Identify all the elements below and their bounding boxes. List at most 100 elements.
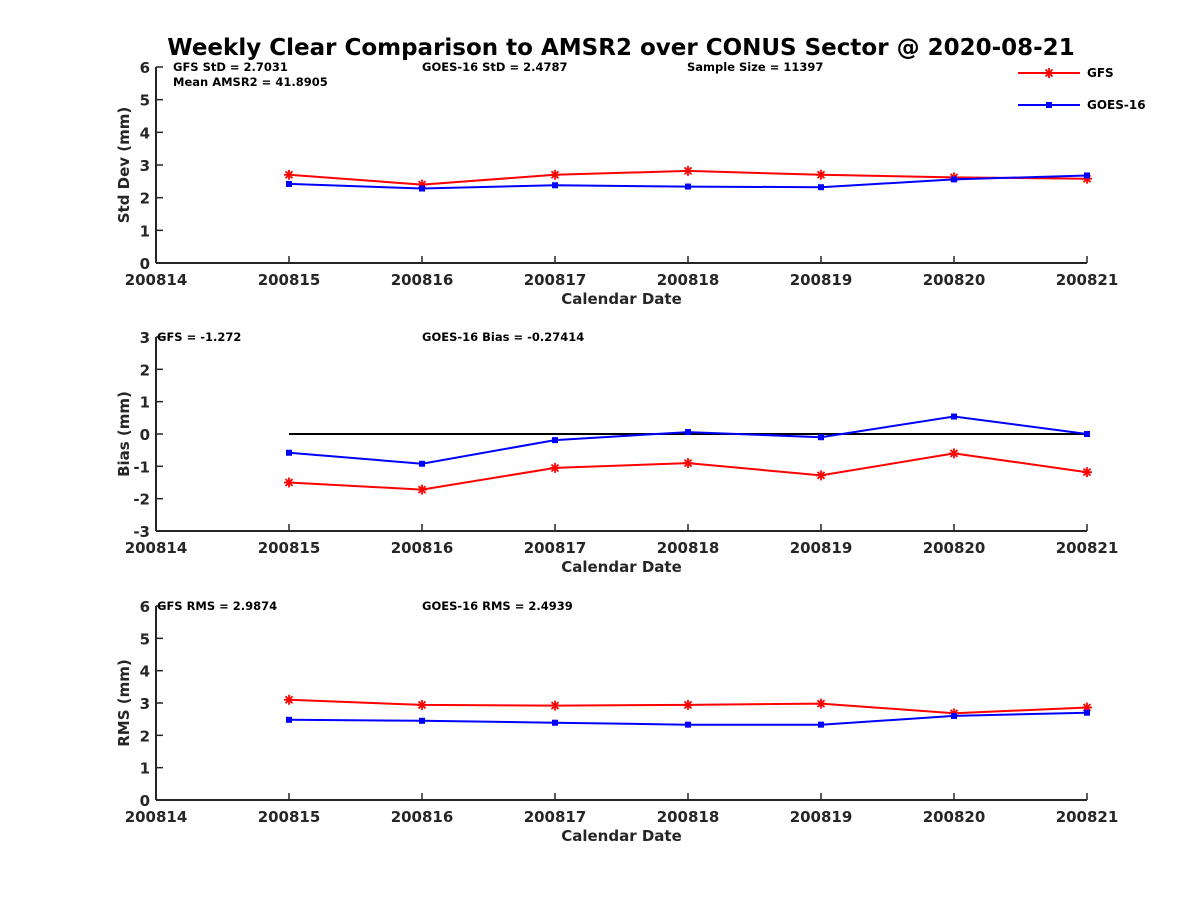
x-axis-label: Calendar Date (561, 827, 682, 845)
subplot-3: 0 1 2 3 4 5 6 200814 200815 200816 200817 200818 200… (115, 598, 1118, 845)
y-tick-label: 0 (140, 792, 150, 810)
x-tick-label: 200819 (790, 271, 853, 289)
data-point-goes-16 (818, 184, 824, 191)
data-point-gfs (284, 694, 294, 705)
data-point-goes-16 (685, 429, 691, 436)
y-tick-label: 2 (140, 190, 150, 208)
series-goes-16 (286, 413, 1090, 467)
x-tick-label: 200815 (258, 539, 321, 557)
data-point-goes-16 (1084, 709, 1090, 716)
data-point-goes-16 (951, 413, 957, 420)
stat-annotation: GFS RMS = 2.9874 (157, 599, 277, 613)
data-point-goes-16 (286, 180, 292, 187)
y-tick-label: 5 (140, 92, 150, 110)
y-tick-label: 6 (140, 59, 150, 77)
y-tick-label: 1 (140, 760, 150, 778)
chart-title: Weekly Clear Comparison to AMSR2 over CO… (167, 35, 1074, 61)
y-tick-label: 0 (140, 255, 150, 273)
y-axis-label: RMS (mm) (115, 659, 133, 746)
data-point-gfs (550, 169, 560, 180)
data-point-goes-16 (818, 434, 824, 441)
data-point-gfs (417, 484, 427, 495)
data-point-gfs (816, 470, 826, 481)
stat-annotation: Mean AMSR2 = 41.8905 (173, 75, 328, 89)
data-point-goes-16 (419, 185, 425, 192)
data-point-goes-16 (1084, 172, 1090, 179)
data-point-goes-16 (685, 183, 691, 190)
x-tick-label: 200820 (923, 808, 986, 826)
stat-annotation: GFS = -1.272 (157, 330, 241, 344)
y-tick-label: 6 (140, 598, 150, 616)
x-tick-label: 200814 (125, 539, 188, 557)
legend: GFS GOES-16 (1018, 66, 1146, 112)
x-tick-label: 200819 (790, 808, 853, 826)
y-tick-label: 4 (140, 124, 150, 142)
stat-annotation: Sample Size = 11397 (687, 60, 823, 74)
data-point-gfs (683, 165, 693, 176)
x-tick-label: 200821 (1056, 539, 1119, 557)
y-tick-label: 2 (140, 727, 150, 745)
data-point-goes-16 (818, 721, 824, 728)
series-goes-16 (286, 709, 1090, 728)
x-tick-label: 200820 (923, 271, 986, 289)
data-point-goes-16 (951, 176, 957, 183)
data-point-gfs (1082, 467, 1092, 478)
x-tick-label: 200815 (258, 271, 321, 289)
y-tick-label: 5 (140, 630, 150, 648)
data-point-gfs (550, 462, 560, 473)
legend-entry-gfs: GFS (1018, 66, 1114, 80)
legend-label: GOES-16 (1087, 98, 1146, 112)
y-tick-label: 3 (140, 329, 150, 347)
data-point-gfs (284, 169, 294, 180)
x-tick-label: 200816 (391, 539, 454, 557)
legend-label: GFS (1087, 66, 1114, 80)
y-tick-label: 4 (140, 663, 150, 681)
data-point-gfs (816, 698, 826, 709)
series-goes-16 (286, 172, 1090, 192)
x-tick-label: 200819 (790, 539, 853, 557)
x-axis-label: Calendar Date (561, 290, 682, 308)
stat-annotation: GFS StD = 2.7031 (173, 60, 288, 74)
data-point-goes-16 (419, 717, 425, 724)
y-tick-label: 1 (140, 222, 150, 240)
data-point-gfs (550, 700, 560, 711)
data-point-goes-16 (286, 449, 292, 456)
subplot-1: 0 1 2 3 4 5 6 200814 200815 200816 200817 200818 200… (115, 59, 1118, 308)
data-point-goes-16 (552, 182, 558, 189)
x-tick-label: 200817 (524, 271, 587, 289)
y-tick-label: 3 (140, 695, 150, 713)
x-axis-label: Calendar Date (561, 558, 682, 576)
data-point-goes-16 (1084, 431, 1090, 437)
x-tick-label: 200818 (657, 271, 720, 289)
data-point-gfs (683, 458, 693, 469)
x-tick-label: 200821 (1056, 808, 1119, 826)
legend-entry-goes-16: GOES-16 (1018, 98, 1146, 112)
x-tick-label: 200820 (923, 539, 986, 557)
stat-annotation: GOES-16 RMS = 2.4939 (422, 599, 573, 613)
y-tick-label: 0 (140, 426, 150, 444)
series-line-goes-16 (288, 415, 1088, 465)
x-tick-label: 200814 (125, 808, 188, 826)
y-axis-label: Std Dev (mm) (115, 107, 133, 224)
data-point-gfs (683, 699, 693, 710)
series-gfs (284, 448, 1092, 495)
x-tick-label: 200816 (391, 271, 454, 289)
stat-annotation: GOES-16 StD = 2.4787 (422, 60, 567, 74)
y-tick-label: -1 (133, 458, 150, 476)
y-tick-label: 1 (140, 394, 150, 412)
data-point-goes-16 (552, 719, 558, 726)
x-tick-label: 200816 (391, 808, 454, 826)
x-tick-label: 200815 (258, 808, 321, 826)
y-tick-label: -2 (133, 491, 150, 509)
x-tick-label: 200814 (125, 271, 188, 289)
x-tick-label: 200821 (1056, 271, 1119, 289)
y-tick-label: -3 (133, 523, 150, 541)
x-tick-label: 200818 (657, 539, 720, 557)
data-point-goes-16 (286, 716, 292, 723)
data-point-gfs (417, 699, 427, 710)
x-tick-label: 200817 (524, 539, 587, 557)
data-point-goes-16 (419, 460, 425, 467)
subplot-2: -3 -2 -1 0 1 2 3 200814 200815 200816 200817 200818… (115, 329, 1118, 576)
